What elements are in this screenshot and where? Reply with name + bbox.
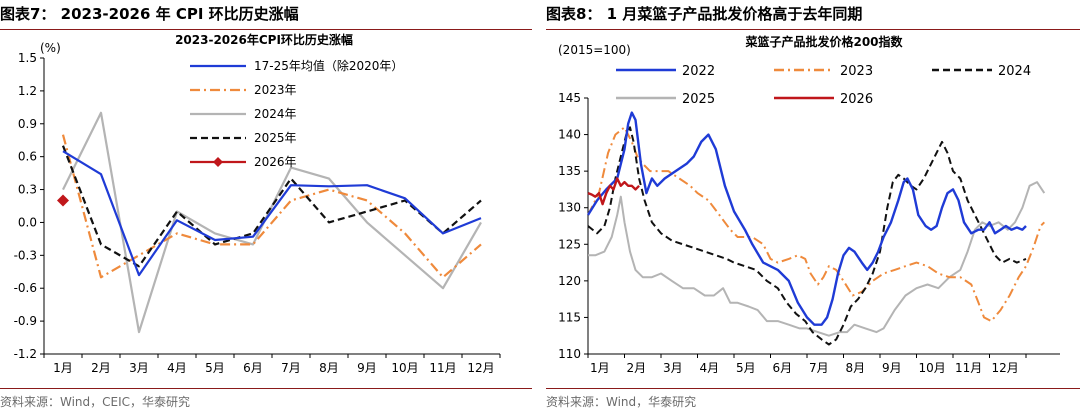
x-tick-label-right: 9月 xyxy=(882,361,902,375)
y-tick-label-right: 135 xyxy=(558,164,581,178)
y-tick-label-left: 0.6 xyxy=(18,150,37,164)
figure-title-left: 图表7： 2023-2026 年 CPI 环比历史涨幅 xyxy=(0,2,299,26)
x-tick-label-right: 11月 xyxy=(955,361,982,375)
x-tick-label-left: 2月 xyxy=(91,361,111,375)
y-tick-label-right: 110 xyxy=(558,347,581,361)
x-tick-label-left: 3月 xyxy=(129,361,149,375)
legend-label-2024: 2024 xyxy=(998,64,1031,79)
y-tick-label-right: 145 xyxy=(558,91,581,105)
figure-title-text-right: 1 月菜篮子产品批发价格高于去年同期 xyxy=(606,5,863,23)
source-left: 资料来源：Wind，CEIC，华泰研究 xyxy=(0,395,191,409)
chart-title-right: 菜篮子产品批发价格200指数 xyxy=(744,34,903,49)
panel-basket-price: 图表8： 1 月菜篮子产品批发价格高于去年同期 菜篮子产品批发价格200指数 (2… xyxy=(546,0,1080,415)
y-tick-label-right: 125 xyxy=(558,237,581,251)
x-tick-label-left: 5月 xyxy=(205,361,225,375)
legend-label-2023: 2023 xyxy=(840,64,873,79)
series-line-blue xyxy=(62,150,482,277)
x-tick-label-right: 1月 xyxy=(590,361,610,375)
x-tick-label-left: 4月 xyxy=(167,361,187,375)
source-right: 资料来源：Wind，华泰研究 xyxy=(546,395,697,409)
x-tick-label-right: 3月 xyxy=(663,361,683,375)
x-tick-label-right: 7月 xyxy=(809,361,829,375)
series-line-2022 xyxy=(586,111,1027,326)
x-tick-label-right: 2月 xyxy=(627,361,647,375)
series-line-2026 xyxy=(587,177,640,206)
legend-label-2022: 2022 xyxy=(682,64,715,79)
legend-label-blue: 17-25年均值（除2020年） xyxy=(254,58,403,73)
source-rule-right xyxy=(546,388,1080,389)
x-tick-label-left: 9月 xyxy=(357,361,377,375)
chart-cpi-mom: 2023-2026年CPI环比历史涨幅 (%)1.5 1.2 0.9 0.6 0.3 0.0… xyxy=(14,32,501,375)
title-rule-right xyxy=(546,29,1080,30)
title-rule-left xyxy=(0,29,532,30)
x-tick-label-right: 6月 xyxy=(773,361,793,375)
x-tick-label-left: 6月 xyxy=(243,361,263,375)
x-tick-label-left: 7月 xyxy=(281,361,301,375)
y-tick-label-left: 0.3 xyxy=(18,183,37,197)
figure-title-text-left: 2023-2026 年 CPI 环比历史涨幅 xyxy=(60,5,299,23)
legend-label-2025: 2025 xyxy=(682,92,715,107)
x-tick-label-right: 4月 xyxy=(700,361,720,375)
legend-label-red: 2026年 xyxy=(254,155,297,169)
x-tick-label-right: 10月 xyxy=(919,361,946,375)
series-line-2025 xyxy=(588,181,1046,337)
series-line-black xyxy=(61,145,482,268)
source-rule-left xyxy=(0,388,532,389)
series-line-2023 xyxy=(587,126,1046,323)
x-tick-label-right: 12月 xyxy=(992,361,1019,375)
series-line-gray xyxy=(62,111,482,334)
legend-label-2026: 2026 xyxy=(840,92,873,107)
y-tick-label-left: 1.5 xyxy=(18,51,37,65)
y-tick-label-right: 115 xyxy=(558,310,581,324)
series-line-2024 xyxy=(587,126,1027,346)
x-tick-label-left: 8月 xyxy=(319,361,339,375)
legend-label-black: 2025年 xyxy=(254,131,297,145)
legend-label-orange: 2023年 xyxy=(254,83,297,97)
y-tick-label-left: 0.9 xyxy=(18,117,37,131)
y-tick-label-right: 120 xyxy=(558,274,581,288)
y-tick-label-left: 1.2 xyxy=(18,84,37,98)
x-tick-label-left: 11月 xyxy=(429,361,456,375)
unit-label-left: (%) xyxy=(40,41,61,55)
legend-marker-2026 xyxy=(213,157,223,167)
x-tick-label-left: 1月 xyxy=(53,361,73,375)
chart-title-left: 2023-2026年CPI环比历史涨幅 xyxy=(175,32,353,47)
y-tick-label-right: 130 xyxy=(558,201,581,215)
data-point-2026 xyxy=(57,194,69,207)
y-tick-label-left: -0.9 xyxy=(14,314,37,328)
y-tick-label-left: -1.2 xyxy=(14,347,37,361)
chart-basket-index: 菜篮子产品批发价格200指数 (2015=100) 145 140 135 130 125 1… xyxy=(558,34,1060,375)
panel-cpi-mom: 图表7： 2023-2026 年 CPI 环比历史涨幅 2023-2026年CP… xyxy=(0,0,532,415)
x-tick-label-right: 8月 xyxy=(846,361,866,375)
y-tick-label-left: -0.6 xyxy=(14,281,37,295)
y-tick-label-right: 140 xyxy=(558,128,581,142)
legend-label-gray: 2024年 xyxy=(254,107,297,121)
y-tick-label-left: -0.3 xyxy=(14,248,37,262)
x-tick-label-right: 5月 xyxy=(736,361,756,375)
figure-label-left: 图表7： xyxy=(0,5,56,23)
x-tick-label-left: 12月 xyxy=(467,361,494,375)
unit-label-right: (2015=100) xyxy=(558,43,631,57)
figure-label-right: 图表8： xyxy=(546,5,602,23)
figure-title-right: 图表8： 1 月菜篮子产品批发价格高于去年同期 xyxy=(546,2,862,26)
y-tick-label-left: 0.0 xyxy=(18,215,37,229)
x-tick-label-left: 10月 xyxy=(391,361,418,375)
